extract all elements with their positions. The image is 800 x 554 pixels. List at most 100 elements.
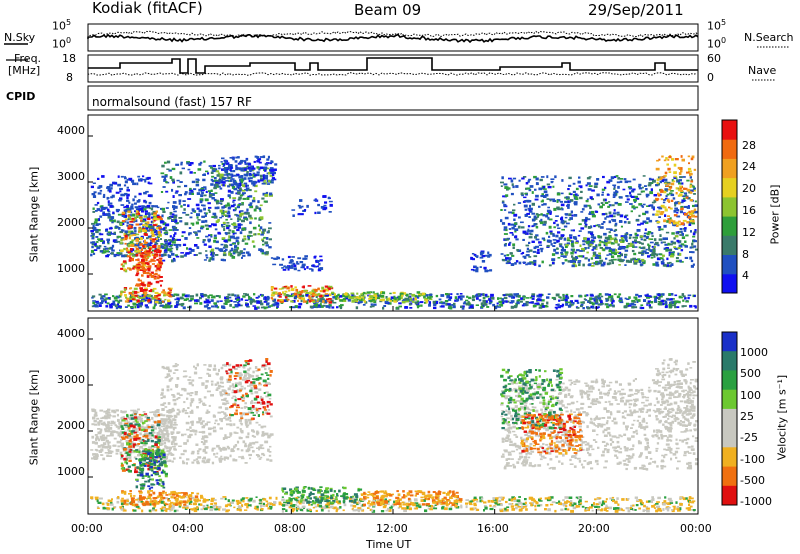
power-cell: [425, 294, 429, 297]
power-cell: [395, 306, 398, 309]
velocity-cell: [595, 503, 600, 506]
power-cell: [687, 294, 692, 297]
velocity-cell: [490, 500, 493, 503]
power-cell: [561, 179, 564, 182]
power-cell: [254, 174, 257, 177]
velocity-cell: [175, 509, 179, 512]
power-cell: [654, 241, 659, 245]
power-cell: [543, 190, 548, 194]
power-cell: [287, 268, 290, 271]
power-cell: [101, 250, 105, 252]
power-cell: [628, 303, 633, 305]
velocity-cell: [205, 499, 209, 502]
velocity-cell: [643, 504, 646, 508]
power-cell: [606, 297, 610, 301]
power-cell: [144, 231, 147, 234]
power-cell: [614, 201, 619, 205]
power-cell: [160, 245, 165, 249]
power-cell: [562, 297, 567, 300]
power-cell: [283, 286, 287, 289]
power-cell: [164, 306, 168, 309]
power-cell: [97, 218, 100, 222]
velocity-cell: [214, 504, 218, 507]
velocity-cell: [622, 509, 625, 512]
power-cell: [268, 238, 272, 241]
power-cell: [98, 304, 102, 307]
velocity-cell: [679, 507, 682, 511]
power-cell: [259, 216, 264, 219]
velocity-cell: [492, 505, 497, 508]
power-cell: [117, 213, 122, 216]
power-cell: [573, 201, 578, 204]
power-cell: [527, 207, 531, 210]
velocity-cell: [547, 496, 551, 500]
velocity-cell: [575, 496, 578, 499]
power-cell: [522, 200, 526, 203]
power-cell: [300, 266, 304, 269]
velocity-cell: [634, 496, 638, 499]
power-cell: [148, 244, 152, 247]
power-cell: [258, 168, 261, 171]
power-cell: [157, 245, 161, 248]
power-cell: [624, 233, 629, 236]
power-cell: [634, 258, 639, 261]
velocity-cell: [614, 509, 619, 513]
velocity-cell: [619, 507, 622, 511]
power-cell: [243, 238, 246, 240]
power-cell: [638, 185, 641, 188]
power-cell: [253, 245, 256, 248]
velocity-cell: [621, 498, 625, 501]
power-cell: [317, 298, 320, 301]
velocity-cell: [524, 498, 527, 501]
power-cell: [644, 228, 647, 231]
power-cell: [549, 232, 553, 235]
power-cell: [539, 304, 542, 307]
power-cell: [574, 299, 579, 302]
velocity-cell: [692, 509, 696, 511]
power-cell: [191, 193, 194, 195]
power-cell: [520, 297, 524, 300]
power-cell: [91, 295, 96, 298]
power-cell: [555, 306, 558, 310]
power-cell: [530, 229, 534, 233]
power-cell: [153, 304, 156, 307]
velocity-cell: [500, 496, 503, 499]
velocity-cell: [117, 496, 120, 499]
power-cell: [270, 180, 273, 184]
power-cell: [642, 220, 647, 224]
power-cell: [113, 296, 118, 300]
power-cell: [487, 251, 490, 255]
velocity-cell: [508, 498, 511, 501]
power-cell: [675, 260, 680, 263]
power-cell: [159, 280, 164, 282]
power-cell: [170, 305, 173, 308]
power-cell: [562, 294, 565, 298]
power-cell: [235, 167, 239, 171]
power-cell: [476, 293, 479, 297]
power-cell: [233, 203, 236, 206]
power-cell: [236, 240, 239, 243]
power-cell: [109, 306, 113, 309]
power-cell: [156, 227, 159, 230]
power-cell: [146, 216, 150, 219]
power-cell: [155, 237, 158, 240]
power-cell: [187, 168, 191, 171]
power-cell: [178, 217, 183, 219]
power-cell: [237, 253, 240, 257]
velocity-cell: [667, 507, 671, 509]
power-cell: [574, 241, 579, 244]
power-cell: [660, 257, 664, 260]
power-cell: [539, 298, 542, 302]
power-cell: [133, 290, 138, 294]
power-cell: [205, 198, 209, 202]
power-cell: [658, 238, 663, 241]
power-cell: [143, 199, 146, 203]
power-cell: [150, 288, 153, 291]
power-cell: [152, 245, 157, 249]
power-cell: [573, 214, 578, 217]
power-cell: [661, 179, 664, 182]
power-cell: [664, 243, 669, 246]
velocity-cell: [124, 501, 127, 504]
power-cell: [161, 214, 164, 218]
power-cell: [680, 205, 684, 209]
